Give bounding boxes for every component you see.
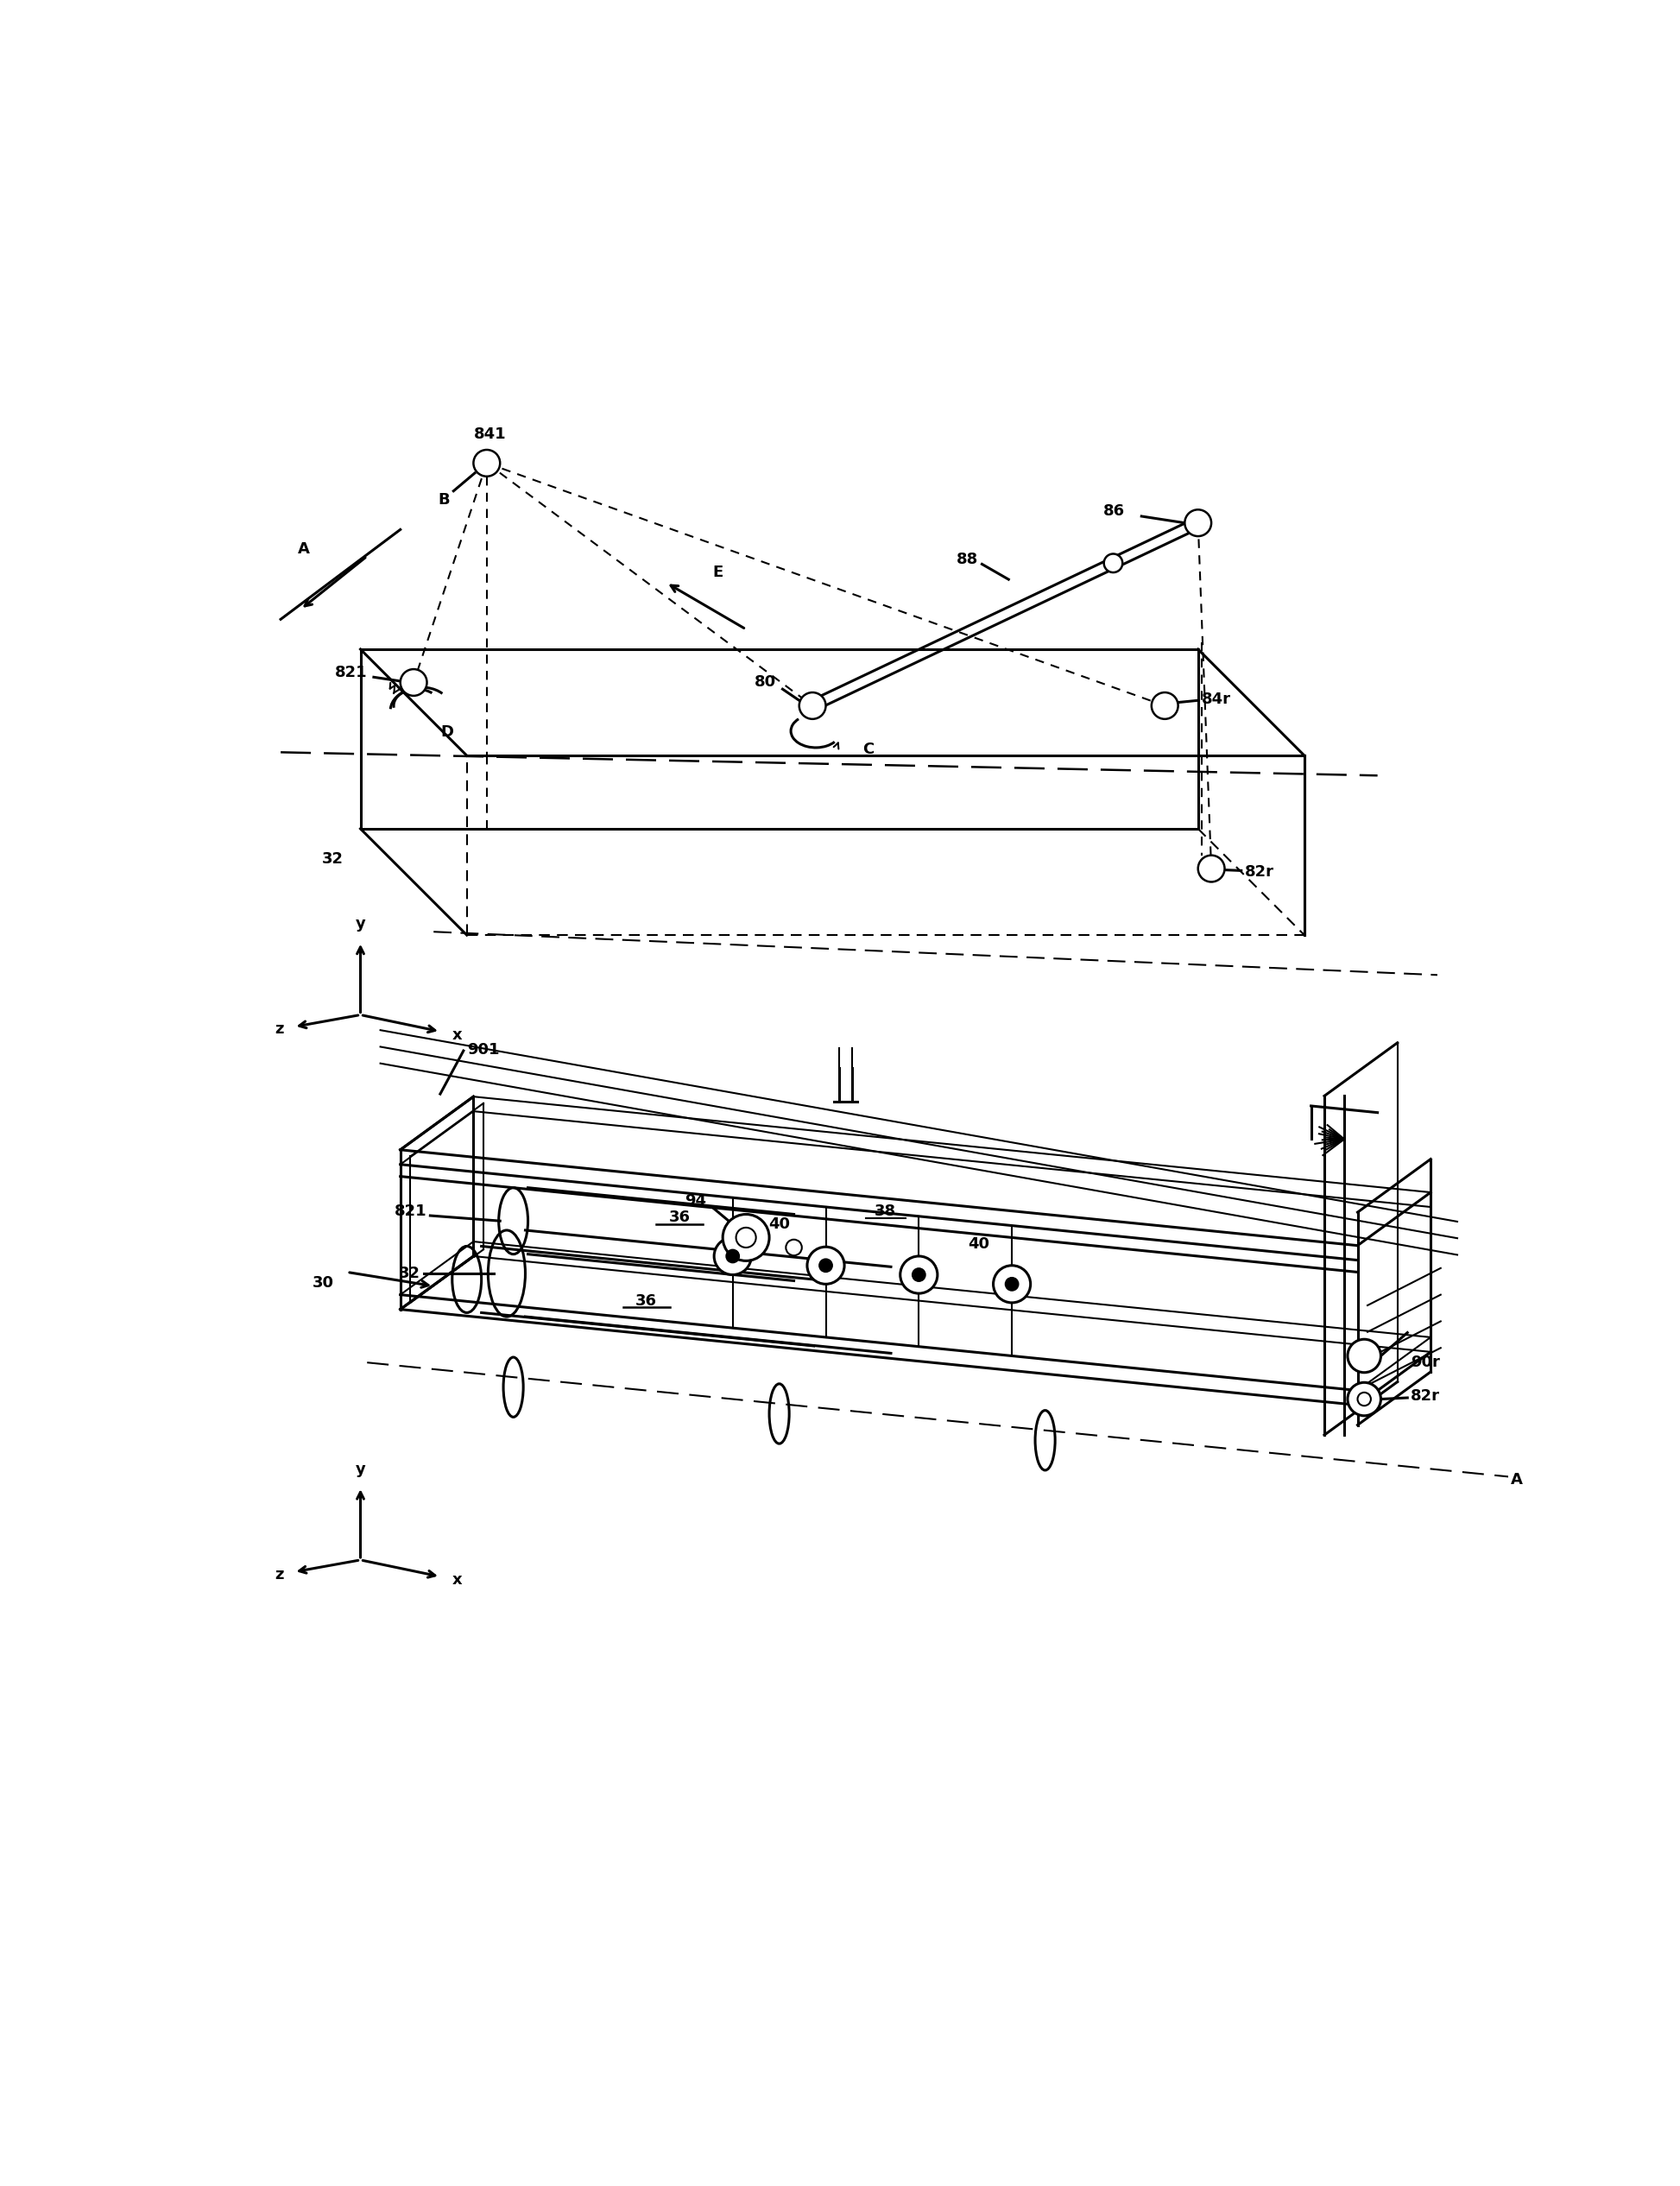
Text: 40: 40 (968, 1237, 990, 1253)
Circle shape (722, 1213, 769, 1261)
Text: 88: 88 (958, 551, 979, 566)
Circle shape (1005, 1277, 1018, 1290)
Circle shape (1104, 553, 1122, 573)
Text: 821: 821 (334, 665, 368, 680)
Text: C: C (862, 741, 874, 756)
Text: 80: 80 (754, 675, 776, 691)
Text: 40: 40 (768, 1215, 790, 1233)
Text: 90r: 90r (1411, 1355, 1440, 1371)
Circle shape (900, 1257, 937, 1294)
Text: D: D (440, 724, 454, 741)
Circle shape (1347, 1382, 1381, 1417)
Circle shape (474, 450, 501, 477)
Circle shape (714, 1237, 751, 1274)
Text: z: z (276, 1567, 284, 1583)
Text: 36: 36 (635, 1292, 657, 1309)
Text: x: x (452, 1027, 462, 1043)
Text: 32: 32 (323, 850, 344, 866)
Text: B: B (438, 492, 450, 507)
Text: 82r: 82r (1245, 863, 1273, 879)
Text: 821: 821 (395, 1202, 427, 1220)
Circle shape (1347, 1340, 1381, 1373)
Text: A: A (1510, 1473, 1522, 1489)
Circle shape (806, 1246, 845, 1283)
Circle shape (736, 1229, 756, 1248)
Text: 901: 901 (467, 1043, 499, 1058)
Circle shape (993, 1266, 1030, 1303)
Circle shape (800, 693, 827, 719)
Circle shape (820, 1259, 832, 1272)
Circle shape (400, 669, 427, 695)
Text: 30: 30 (312, 1274, 334, 1290)
Text: 86: 86 (1104, 503, 1126, 518)
Text: y: y (356, 916, 366, 931)
Text: E: E (712, 564, 724, 581)
Circle shape (1357, 1392, 1371, 1406)
Text: 84r: 84r (1201, 691, 1231, 706)
Text: z: z (276, 1021, 284, 1036)
Text: A: A (297, 542, 309, 557)
Text: 94: 94 (684, 1194, 706, 1209)
Text: 82r: 82r (1411, 1388, 1440, 1403)
Text: 841: 841 (474, 426, 506, 442)
Text: y: y (356, 1460, 366, 1478)
Circle shape (1198, 855, 1225, 881)
Text: 32: 32 (398, 1266, 420, 1281)
Circle shape (786, 1239, 801, 1255)
Circle shape (1151, 693, 1178, 719)
Circle shape (726, 1250, 739, 1264)
Text: 38: 38 (875, 1204, 897, 1220)
Circle shape (1184, 509, 1211, 536)
Circle shape (912, 1268, 926, 1281)
Text: x: x (452, 1572, 462, 1587)
Text: 36: 36 (669, 1209, 690, 1226)
